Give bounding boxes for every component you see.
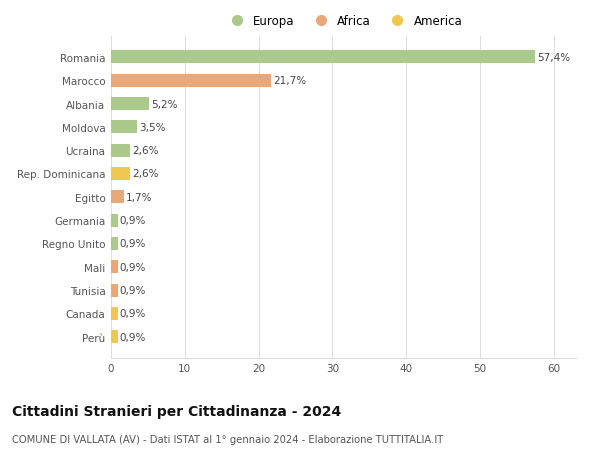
Text: 5,2%: 5,2% [152, 99, 178, 109]
Text: 2,6%: 2,6% [133, 146, 159, 156]
Text: 57,4%: 57,4% [537, 53, 570, 63]
Bar [111, 330, 118, 343]
Legend: Europa, Africa, America: Europa, Africa, America [220, 11, 467, 33]
Bar [111, 51, 535, 64]
Bar [111, 261, 118, 274]
Text: 0,9%: 0,9% [120, 262, 146, 272]
Text: 0,9%: 0,9% [120, 285, 146, 296]
Text: 0,9%: 0,9% [120, 216, 146, 226]
Bar [111, 75, 271, 87]
Bar [111, 98, 149, 111]
Bar [111, 237, 118, 250]
Text: Cittadini Stranieri per Cittadinanza - 2024: Cittadini Stranieri per Cittadinanza - 2… [12, 404, 341, 418]
Text: 3,5%: 3,5% [139, 123, 166, 133]
Text: 1,7%: 1,7% [126, 192, 152, 202]
Text: 0,9%: 0,9% [120, 332, 146, 342]
Bar [111, 191, 124, 204]
Text: 21,7%: 21,7% [274, 76, 307, 86]
Text: 2,6%: 2,6% [133, 169, 159, 179]
Bar [111, 308, 118, 320]
Text: COMUNE DI VALLATA (AV) - Dati ISTAT al 1° gennaio 2024 - Elaborazione TUTTITALIA: COMUNE DI VALLATA (AV) - Dati ISTAT al 1… [12, 434, 443, 444]
Bar [111, 145, 130, 157]
Bar [111, 168, 130, 180]
Bar [111, 284, 118, 297]
Text: 0,9%: 0,9% [120, 309, 146, 319]
Text: 0,9%: 0,9% [120, 239, 146, 249]
Bar [111, 121, 137, 134]
Bar [111, 214, 118, 227]
